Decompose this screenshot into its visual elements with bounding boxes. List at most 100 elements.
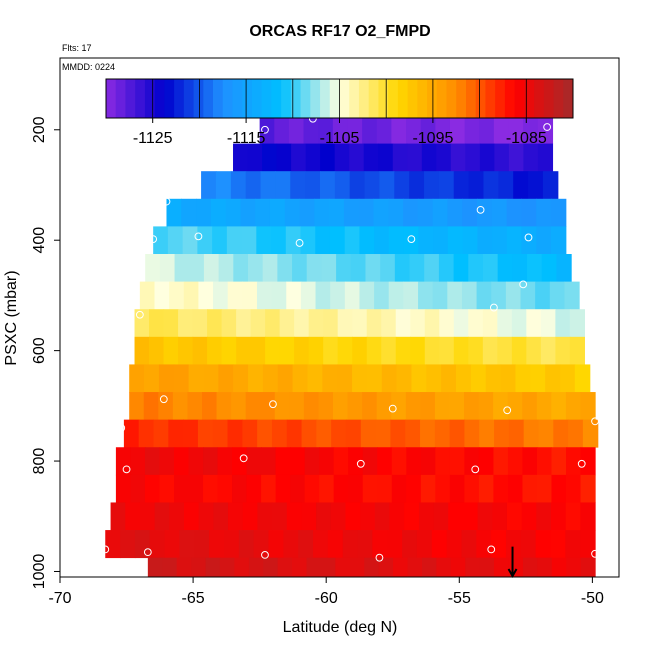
heatmap-cell [449,474,465,503]
heatmap-cell [191,557,207,578]
heatmap-cell [279,336,295,365]
heatmap-cell [551,447,567,476]
heatmap-cell [304,447,320,476]
heatmap-cell [275,171,291,200]
heatmap-cell [479,557,495,578]
heatmap-cell [540,336,556,365]
heatmap-cell [549,281,566,310]
heatmap-cell [230,171,247,200]
heatmap-cell [453,309,469,338]
heatmap-cell [115,447,132,476]
heatmap-cell [129,392,145,421]
heatmap-cell [292,557,308,578]
heatmap-cell [285,226,302,255]
heatmap-cell [173,447,190,476]
observation-point [162,197,171,206]
heatmap-cell [248,364,264,393]
heatmap-cell [164,530,181,559]
heatmap-cell [551,557,567,578]
heatmap-cell [196,198,212,227]
heatmap-cell [461,281,478,310]
observation-point [135,310,144,319]
heatmap-cell [284,198,301,227]
heatmap-cell [434,392,451,421]
colorbar-segment [281,79,292,118]
heatmap-cell [329,226,346,255]
x-tick-label: -70 [48,590,71,607]
heatmap-cell [275,474,291,503]
heatmap-cell [447,226,464,255]
heatmap-cell [163,309,179,338]
heatmap-cell [537,143,554,172]
heatmap-cell [149,530,166,559]
heatmap-cell [262,143,278,172]
heatmap-cell [550,198,567,227]
heatmap-cell [542,171,559,200]
heatmap-cell [260,392,276,421]
colorbar-segment [514,79,525,118]
heatmap-cell [520,281,536,310]
heatmap-cell [421,557,437,578]
heatmap-cell [352,364,368,393]
heatmap-cell [159,447,175,476]
heatmap-cell [521,502,537,531]
heatmap-cell [259,115,275,144]
heatmap-cell [506,226,523,255]
heatmap-cell [536,447,553,476]
heatmap-cell [277,254,293,283]
heatmap-cell [536,198,552,227]
heatmap-cell [286,281,302,310]
heatmap-cell [289,392,305,421]
heatmap-cell [226,226,243,255]
heatmap-cell [453,171,470,200]
heatmap-cell [169,502,185,531]
heatmap-cell [323,336,339,365]
heatmap-cell [256,226,272,255]
heatmap-cell [396,364,413,393]
heatmap-cell [189,254,205,283]
heatmap-cell [390,419,406,448]
heatmap-cell [313,530,329,559]
heatmap-cell [483,171,499,200]
heatmap-cell [511,309,527,338]
heatmap-cell [181,198,197,227]
heatmap-cell [536,502,552,531]
heatmap-cell [209,530,225,559]
heatmap-cell [462,502,479,531]
heatmap-cell [225,198,242,227]
heatmap-cell [379,171,395,200]
heatmap-cell [347,115,363,144]
heatmap-cell [242,502,258,531]
heatmap-cell [194,530,210,559]
x-tick-label: -60 [315,590,338,607]
heatmap-cell [359,281,375,310]
heatmap-cell [551,474,567,503]
heatmap-cell [522,392,538,421]
heatmap-cell [523,143,539,172]
observation-points [101,114,599,562]
heatmap-cell [462,198,478,227]
heatmap-cell [402,530,418,559]
heatmap-cell [389,502,405,531]
heatmap-cell [167,226,184,255]
heatmap-cell [197,226,213,255]
heatmap-cell [303,115,319,144]
heatmap-cell [129,364,145,393]
heatmap-cell [308,336,324,365]
heatmap-cell [569,336,585,365]
heatmap-cell [564,281,580,310]
heatmap-cell [366,336,382,365]
heatmap-cell [511,336,527,365]
heatmap-cell [305,143,321,172]
heatmap-cell [520,530,537,559]
colorbar-segment [378,79,389,118]
heatmap-cell [391,392,407,421]
heatmap-cell [292,364,309,393]
heatmap-cell [154,281,170,310]
heatmap-cell [275,447,291,476]
heatmap-cell [176,557,192,578]
heatmap-cell [432,198,449,227]
heatmap-cell [138,419,155,448]
heatmap-cell [162,557,178,578]
heatmap-cell [433,502,449,531]
